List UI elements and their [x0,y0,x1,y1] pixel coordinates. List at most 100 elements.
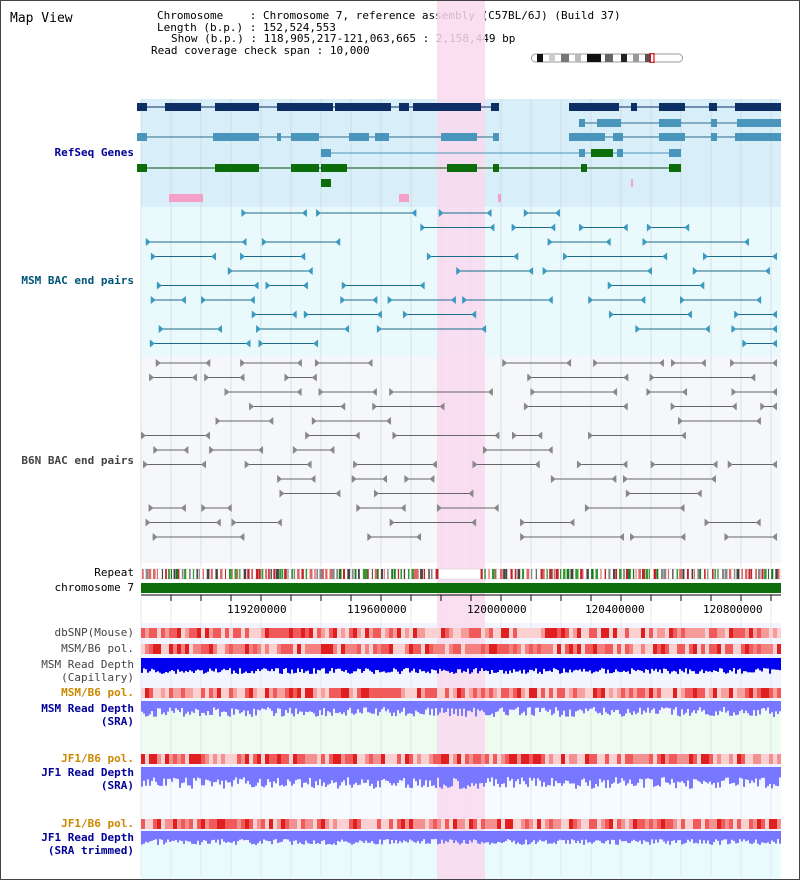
track-label-jf1-b6-pol-2[interactable]: JF1/B6 pol. [61,817,134,830]
heatmap-cell [177,644,181,654]
bac-end [300,252,306,261]
depth-bar [209,767,211,782]
depth-bar [147,701,149,716]
b6n-bac-features[interactable] [141,359,777,541]
heatmap-cell [409,819,413,829]
depth-bar [715,767,717,788]
heatmap-cell [385,754,389,764]
depth-bar [571,831,573,840]
heatmap-cell [389,819,393,829]
depth-bar [617,658,619,672]
depth-bar [143,831,145,844]
depth-bar [663,831,665,842]
repeat-element [415,569,419,579]
depth-bar [677,701,679,716]
depth-bar [421,767,423,788]
track-label-repeat[interactable]: Repeat [94,566,134,579]
depth-bar [751,767,753,781]
depth-bar [201,701,203,713]
track-label-chromosome[interactable]: chromosome 7 [54,581,134,594]
depth-bar [541,831,543,842]
track-label-msm-b6-pol-2[interactable]: MSM/B6 pol. [61,686,134,699]
depth-bar [391,658,393,672]
depth-bar [195,658,197,671]
depth-bar [355,767,357,783]
bac-end [149,373,155,382]
depth-bar [609,831,611,845]
gene-exon [659,119,681,127]
heatmap-cell [505,644,509,654]
depth-bar [695,701,697,714]
depth-bar [409,831,411,840]
depth-bar [629,658,631,674]
track-label-msm-bac[interactable]: MSM BAC end pairs [21,274,134,287]
refseq-gene-features[interactable] [137,103,781,202]
depth-bar [401,767,403,781]
depth-bar [413,658,415,669]
heatmap-cell [425,819,429,829]
depth-bar [457,767,459,782]
depth-bar [235,831,237,845]
track-label-jf1-b6-pol[interactable]: JF1/B6 pol. [61,752,134,765]
depth-bar [753,767,755,783]
track-label-msm-read-depth-capillary[interactable]: MSM Read Depth [41,658,134,671]
depth-bar [599,831,601,841]
repeat-element [663,569,667,579]
repeat-element [750,569,753,579]
depth-bar [233,831,235,842]
read-depth-plots[interactable] [141,658,781,845]
msm-bac-features[interactable] [145,209,777,348]
heatmap-cell [333,688,337,698]
repeat-element [153,569,156,579]
track-label-dbsnp[interactable]: dbSNP(Mouse) [54,626,134,639]
depth-bar [299,701,301,712]
depth-bar [707,831,709,841]
repeat-track[interactable] [140,568,782,580]
heatmap-cell [213,688,217,698]
repeat-element [156,569,158,579]
heatmap-cell [177,819,181,829]
heatmap-cell [157,754,161,764]
heatmap-cell [317,644,321,654]
polymorphism-heatmaps[interactable] [141,628,781,829]
depth-bar [323,831,325,841]
heatmap-cell [741,644,745,654]
heatmap-cell [297,819,301,829]
heatmap-cell [345,628,349,638]
depth-bar [729,831,731,844]
selected-region-highlight[interactable] [437,1,485,880]
bac-end [772,310,777,319]
chromosome-ideogram[interactable] [531,53,683,63]
gene-exon [493,164,499,172]
repeat-element [210,569,213,579]
depth-bar [681,767,683,782]
depth-bar [391,831,393,840]
track-label-b6n-bac[interactable]: B6N BAC end pairs [21,454,134,467]
repeat-element [428,569,430,579]
heatmap-cell [753,819,757,829]
track-label-jf1-read-depth-sra[interactable]: JF1 Read Depth [41,766,134,779]
gene-exon [711,133,717,141]
heatmap-cell [769,688,773,698]
depth-bar [191,701,193,712]
track-label-msm-read-depth-sra[interactable]: MSM Read Depth [41,702,134,715]
bac-end [256,325,262,333]
heatmap-cell [301,754,305,764]
heatmap-cell [701,644,705,654]
track-label-jf1-read-depth-trimmed[interactable]: JF1 Read Depth [41,831,134,844]
heatmap-cell [169,644,173,654]
depth-bar [555,658,557,670]
depth-bar [677,767,679,782]
depth-bar [665,767,667,783]
track-label-refseq[interactable]: RefSeq Genes [54,146,134,159]
heatmap-cell [177,688,181,698]
depth-bar [181,658,183,672]
heatmap-cell [377,754,381,764]
depth-bar [773,831,775,842]
repeat-element [676,569,679,579]
depth-bar [567,767,569,781]
heatmap-cell [709,688,713,698]
track-label-msm-b6-pol[interactable]: MSM/B6 pol. [61,642,134,655]
heatmap-cell [605,754,609,764]
